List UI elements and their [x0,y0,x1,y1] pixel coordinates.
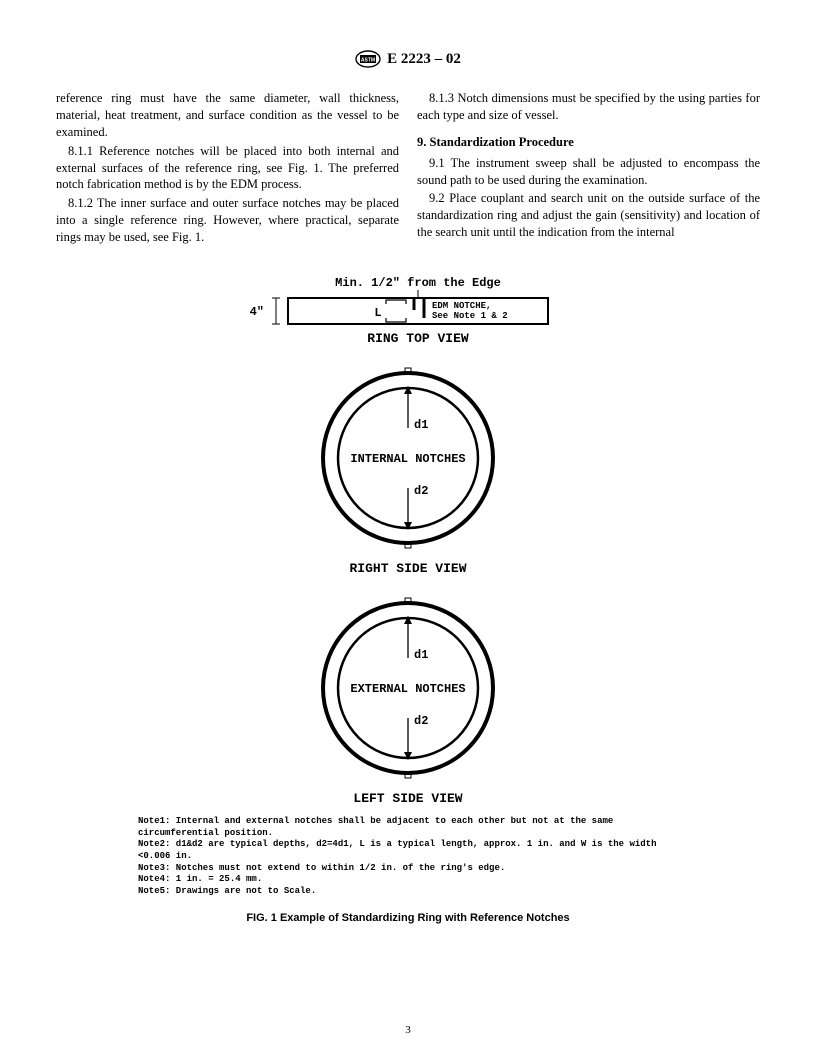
ring-top-view-svg: Min. 1/2" from the Edge 4" L EDM NOTCHE,… [218,274,598,348]
edm-line2: See Note 1 & 2 [432,311,508,321]
svg-text:ASTM: ASTM [361,58,375,64]
note-4: Note4: 1 in. = 25.4 mm. [138,874,678,886]
note-5: Note5: Drawings are not to Scale. [138,886,678,898]
astm-logo-icon: ASTM [355,50,381,68]
ring-top-label: RING TOP VIEW [367,331,469,346]
internal-ring-svg: d1 d2 INTERNAL NOTCHES RIGHT SIDE VIEW [288,356,528,576]
page-header: ASTM E 2223 – 02 [56,50,760,68]
para-9-1: 9.1 The instrument sweep shall be adjust… [417,155,760,189]
para-8-1-3: 8.1.3 Notch dimensions must be specified… [417,90,760,124]
left-side-label: LEFT SIDE VIEW [353,791,462,806]
edm-line1: EDM NOTCHE, [432,301,491,311]
right-side-label: RIGHT SIDE VIEW [349,561,466,576]
note-2: Note2: d1&d2 are typical depths, d2=4d1,… [138,839,678,862]
section-9-heading: 9. Standardization Procedure [417,134,760,151]
para-9-2: 9.2 Place couplant and search unit on th… [417,190,760,241]
d1-external: d1 [414,648,428,662]
figure-notes: Note1: Internal and external notches sha… [138,816,678,898]
left-column: reference ring must have the same diamet… [56,90,399,248]
four-inch-label: 4" [250,305,264,319]
figure-1: Min. 1/2" from the Edge 4" L EDM NOTCHE,… [56,274,760,924]
body-columns: reference ring must have the same diamet… [56,90,760,248]
d2-internal: d2 [414,484,428,498]
d2-external: d2 [414,714,428,728]
right-column: 8.1.3 Notch dimensions must be specified… [417,90,760,248]
external-label: EXTERNAL NOTCHES [350,682,465,696]
external-ring-svg: d1 d2 EXTERNAL NOTCHES LEFT SIDE VIEW [288,586,528,806]
edge-note-label: Min. 1/2" from the Edge [335,276,501,290]
figure-caption: FIG. 1 Example of Standardizing Ring wit… [56,912,760,924]
L-label: L [374,306,381,320]
para-continuation: reference ring must have the same diamet… [56,90,399,141]
note-3: Note3: Notches must not extend to within… [138,863,678,875]
note-1: Note1: Internal and external notches sha… [138,816,678,839]
para-8-1-1: 8.1.1 Reference notches will be placed i… [56,143,399,194]
d1-internal: d1 [414,418,428,432]
internal-label: INTERNAL NOTCHES [350,452,465,466]
page-number: 3 [0,1024,816,1036]
standard-number: E 2223 – 02 [387,51,461,68]
para-8-1-2: 8.1.2 The inner surface and outer surfac… [56,195,399,246]
